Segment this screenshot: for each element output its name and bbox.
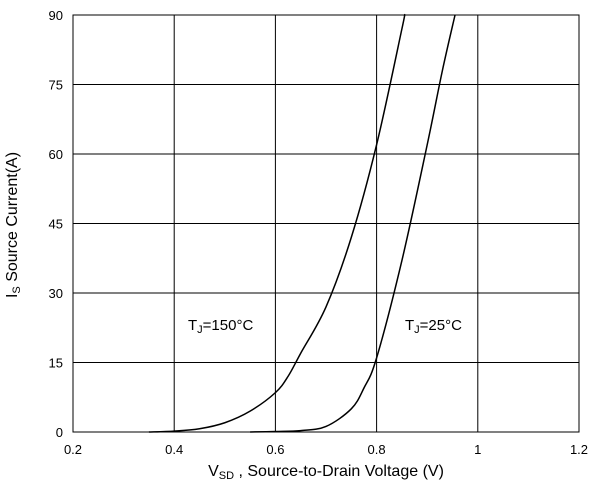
annotation-tj-150-rest: =150°C [203,317,254,334]
y-axis-label-rest: Source Current(A) [4,152,21,286]
y-tick-label: 0 [56,425,63,440]
x-tick-label: 0.4 [165,442,183,457]
series-line-tj-25 [250,14,456,433]
series-line-tj-150 [148,13,406,433]
x-axis-label: VSD , Source-to-Drain Voltage (V) [208,463,444,482]
annotation-tj-25: TJ=25°C [405,317,462,336]
x-axis-label-main: V [208,463,219,480]
annotation-tj-25-sub: J [414,324,420,336]
x-axis-label-sub: SD [219,470,234,482]
plot-frame [72,14,580,433]
y-axis-label: IS Source Current(A) [4,152,23,298]
grid [72,14,580,433]
annotation-tj-25-rest: =25°C [420,317,462,334]
x-tick-label: 1.2 [570,442,588,457]
y-tick-label: 75 [49,78,63,93]
series-group [148,13,456,433]
y-tick-label: 90 [49,8,63,23]
annotation-tj-25-main: T [405,317,414,334]
x-tick-label: 0.2 [64,442,82,457]
x-tick-label: 0.6 [266,442,284,457]
annotation-tj-150: TJ=150°C [188,317,253,336]
y-tick-label: 30 [49,286,63,301]
annotation-tj-150-main: T [188,317,197,334]
y-axis-label-sub: S [11,286,23,293]
x-axis-label-rest: , Source-to-Drain Voltage (V) [234,463,444,480]
y-tick-labels: 0 15 30 45 60 75 90 [49,8,63,440]
y-tick-label: 60 [49,147,63,162]
x-tick-label: 0.8 [368,442,386,457]
y-tick-label: 45 [49,217,63,232]
y-tick-label: 15 [49,356,63,371]
annotation-tj-150-sub: J [197,324,203,336]
x-tick-labels: 0.2 0.4 0.6 0.8 1 1.2 [64,442,588,457]
x-tick-label: 1 [474,442,481,457]
y-axis-label-main: I [4,294,21,298]
